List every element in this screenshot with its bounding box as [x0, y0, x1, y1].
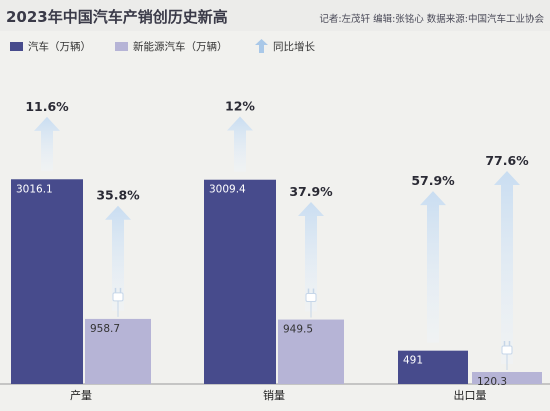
value-label-nev-1: 949.5: [283, 324, 313, 336]
growth-arrow-nev-2: [494, 171, 520, 364]
title-bar: 2023年中国汽车产销创历史新高 记者:左茂轩 编辑:张铭心 数据来源:中国汽车…: [0, 0, 550, 31]
category-label-1: 销量: [263, 388, 285, 402]
growth-arrow-nev-0: [105, 205, 131, 311]
bar-nev-0: [85, 318, 151, 384]
plug-body-icon-0: [112, 292, 124, 302]
growth-label-car-1: 12%: [225, 99, 255, 114]
growth-arrow-nev-1: [298, 201, 324, 312]
value-label-car-1: 3009.4: [209, 184, 246, 196]
plug-body-icon-2: [501, 345, 513, 355]
legend-label-growth: 同比增长: [273, 40, 315, 53]
growth-label-car-0: 11.6%: [25, 99, 69, 114]
growth-arrow-icon: [255, 39, 268, 53]
growth-arrow-car-0: [34, 116, 60, 172]
legend-label-car: 汽车（万辆）: [28, 40, 91, 53]
legend-swatch-nev: [115, 41, 128, 51]
value-label-nev-2: 120.3: [477, 376, 507, 388]
value-label-car-2: 491: [403, 355, 423, 367]
plug-body-icon-1: [305, 293, 317, 303]
category-label-2: 出口量: [454, 388, 487, 402]
bar-nev-2: [472, 372, 542, 384]
growth-label-nev-2: 77.6%: [485, 153, 529, 168]
growth-label-nev-0: 35.8%: [96, 188, 140, 203]
legend-item-nev: 新能源汽车（万辆）: [115, 38, 228, 54]
page-title: 2023年中国汽车产销创历史新高: [6, 8, 228, 26]
value-label-nev-0: 958.7: [90, 323, 120, 335]
bar-nev-1: [278, 319, 344, 384]
growth-arrow-car-1: [227, 116, 253, 172]
legend-swatch-car: [10, 41, 23, 51]
bar-car-2: [398, 350, 468, 384]
credits: 记者:左茂轩 编辑:张铭心 数据来源:中国汽车工业协会: [319, 14, 544, 25]
bar-car-1: [204, 179, 276, 384]
legend-item-growth: 同比增长: [255, 38, 315, 54]
legend-label-nev: 新能源汽车（万辆）: [133, 40, 228, 53]
legend-item-car: 汽车（万辆）: [10, 38, 91, 54]
bar-car-0: [11, 179, 83, 384]
category-label-0: 产量: [70, 388, 92, 402]
value-label-car-0: 3016.1: [16, 183, 53, 195]
growth-label-car-2: 57.9%: [411, 173, 455, 188]
growth-label-nev-1: 37.9%: [289, 184, 333, 199]
growth-arrow-car-2: [420, 191, 446, 343]
